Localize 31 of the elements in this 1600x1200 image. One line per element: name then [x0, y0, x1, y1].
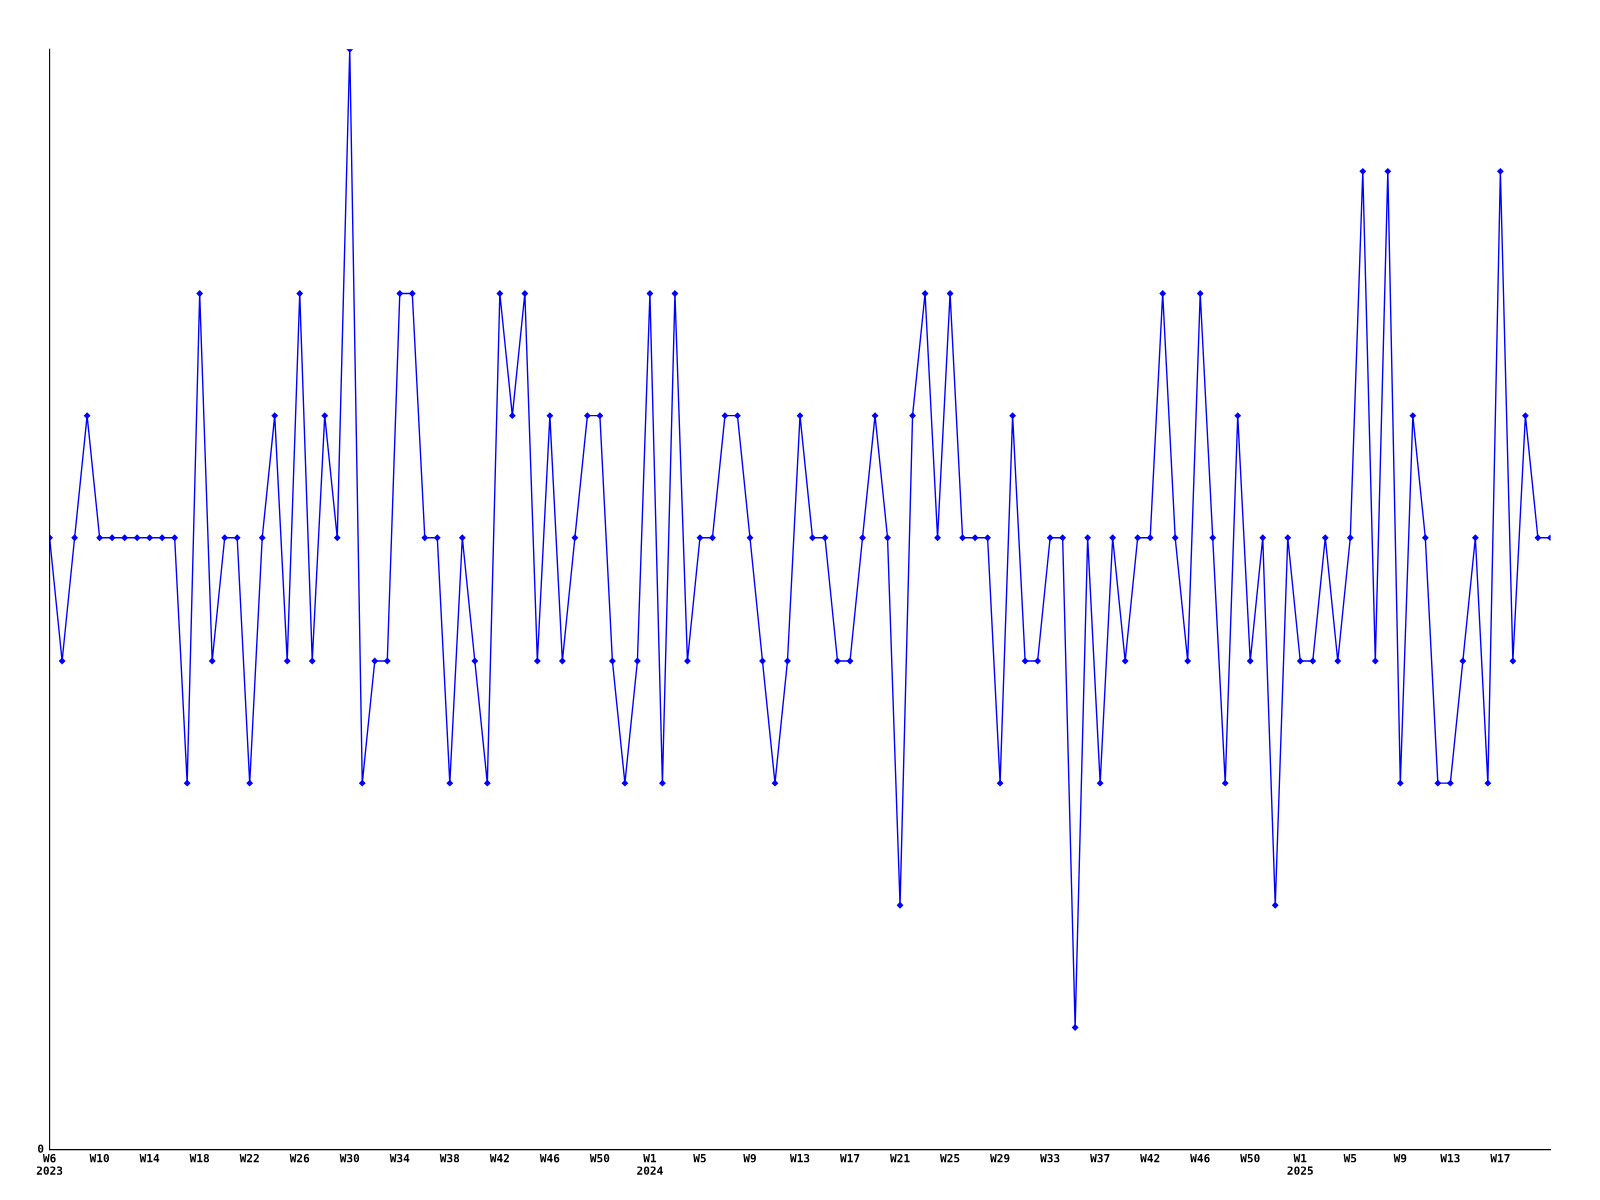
- x-tick-label: W50: [1240, 1153, 1260, 1163]
- x-tick-label: W13: [789, 1153, 810, 1163]
- x-tick-label: W37: [1090, 1153, 1110, 1163]
- x-tick-label: W5: [1343, 1154, 1357, 1163]
- x-tick-label: W9: [1393, 1154, 1407, 1163]
- x-tick-label: W50: [589, 1153, 610, 1163]
- x-tick-label: W9: [743, 1154, 756, 1163]
- x-tick-label: W14: [139, 1154, 160, 1163]
- x-tick-label: W5: [693, 1154, 706, 1163]
- x-tick-label: W1 2024: [637, 1154, 663, 1175]
- x-tick-label: W42: [489, 1153, 509, 1163]
- x-tick-label: W46: [1190, 1153, 1210, 1163]
- x-tick-label: W6 2023: [36, 1153, 63, 1175]
- x-tick-label: W25: [940, 1153, 960, 1163]
- x-tick-label: W30: [339, 1153, 360, 1163]
- x-tick-label: W13: [1440, 1153, 1460, 1163]
- x-tick-label: W38: [439, 1153, 460, 1163]
- x-tick-label: W1 2025: [1287, 1154, 1313, 1175]
- x-tick-label: W17: [839, 1154, 860, 1163]
- x-tick-label: W10: [89, 1153, 109, 1163]
- x-tick-label: W46: [539, 1153, 560, 1163]
- x-tick-label: W42: [1140, 1153, 1160, 1163]
- x-tick-label: W26: [289, 1153, 310, 1163]
- x-tick-label: W18: [189, 1153, 210, 1163]
- x-tick-label: W21: [890, 1153, 910, 1163]
- x-tick-label: W33: [1040, 1153, 1060, 1163]
- x-tick-label: W29: [990, 1153, 1010, 1163]
- text: 0: [38, 1144, 44, 1153]
- x-tick-label: W34: [389, 1153, 410, 1163]
- x-tick-label: W22: [239, 1153, 259, 1163]
- x-tick-label: W17: [1490, 1154, 1510, 1163]
